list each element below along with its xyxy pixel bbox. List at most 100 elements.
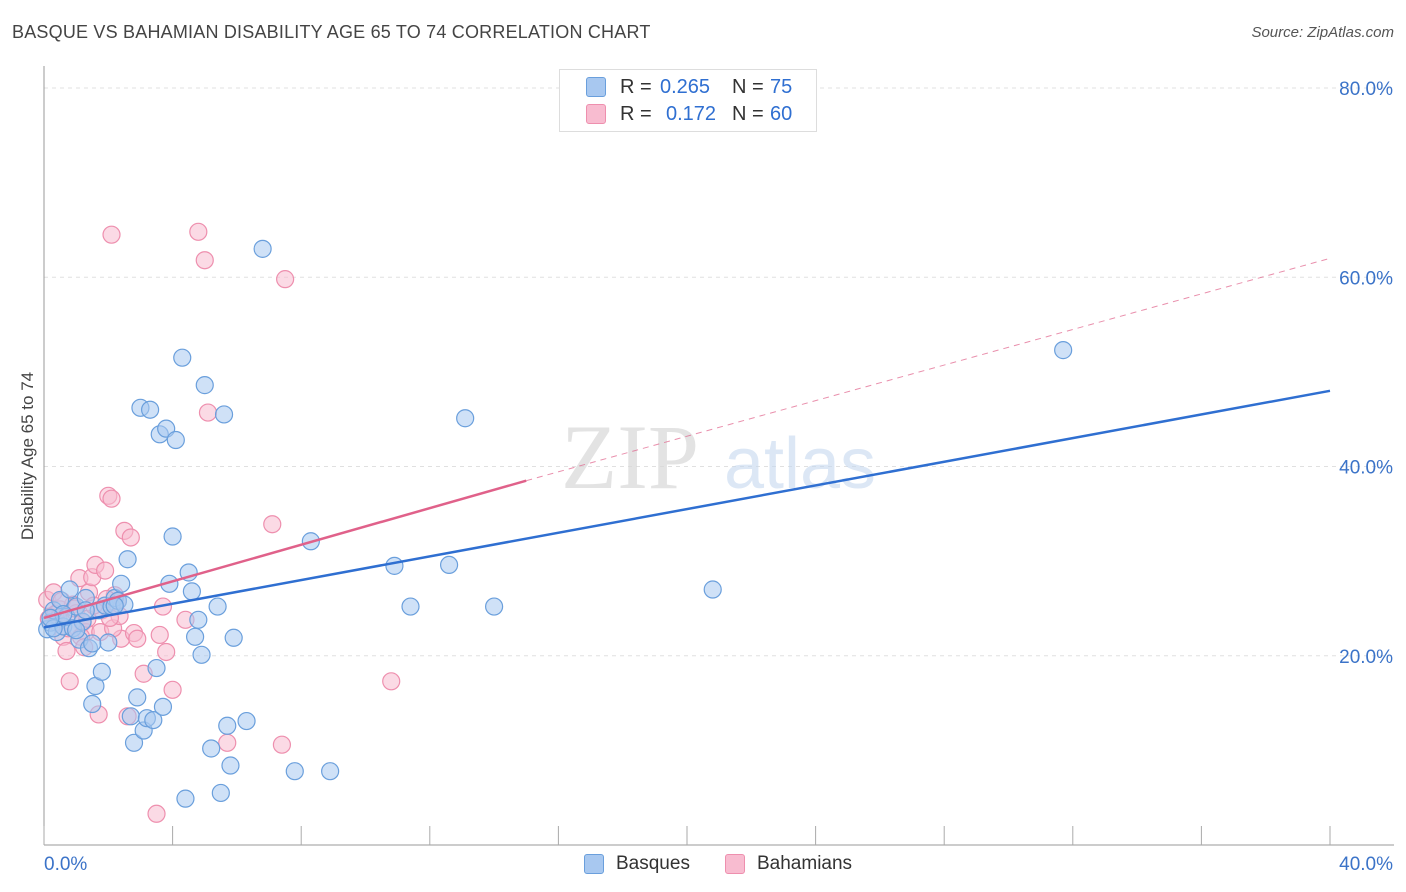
data-point	[124, 733, 144, 752]
data-point	[144, 710, 163, 730]
data-point	[703, 580, 722, 599]
legend-row-basques: R = 0.265 N = 75	[586, 74, 792, 100]
data-point	[202, 739, 221, 758]
data-point	[221, 756, 240, 775]
data-point	[102, 489, 121, 508]
r-label: R =	[620, 102, 652, 125]
data-point	[253, 239, 272, 258]
data-point	[83, 634, 102, 653]
axes	[43, 66, 1394, 846]
data-point	[485, 597, 504, 616]
data-point	[121, 528, 140, 547]
n-value: 60	[770, 102, 793, 125]
data-point	[237, 711, 256, 731]
watermark-atlas: atlas	[724, 424, 876, 504]
legend-item-bahamians: Bahamians	[725, 851, 852, 877]
r-value: 0.172	[666, 102, 717, 125]
data-point	[195, 376, 214, 395]
data-point	[211, 783, 230, 803]
data-point	[163, 680, 182, 699]
data-point	[147, 804, 166, 823]
data-point	[163, 527, 182, 546]
data-point	[401, 597, 420, 616]
data-point	[121, 707, 140, 726]
data-point	[214, 405, 234, 424]
data-point	[189, 610, 208, 629]
bahamians-trend-line	[43, 479, 527, 620]
n-value: 75	[770, 75, 793, 98]
legend-row-bahamians: R = 0.172 N = 60	[586, 101, 792, 127]
data-point	[99, 633, 118, 652]
bahamians-swatch	[586, 104, 606, 124]
trend-lines	[43, 257, 1331, 629]
data-point	[272, 735, 292, 754]
n-label: N =	[732, 75, 764, 98]
basques-swatch	[584, 854, 604, 874]
data-point	[157, 642, 176, 662]
data-point	[276, 270, 295, 289]
data-point	[285, 762, 304, 781]
legend-label-basques: Basques	[616, 853, 690, 874]
data-point	[153, 697, 173, 716]
data-point	[182, 582, 201, 601]
data-point	[83, 694, 102, 714]
data-point	[263, 515, 282, 534]
basques-swatch	[586, 77, 606, 97]
data-point	[224, 628, 243, 647]
bahamians-points	[38, 222, 401, 823]
data-point	[140, 400, 160, 419]
data-point	[382, 672, 401, 691]
data-point	[1054, 341, 1073, 360]
data-point	[118, 550, 137, 569]
data-point	[208, 597, 227, 616]
stats-legend: R = 0.265 N = 75 R = 0.172 N = 60	[559, 69, 817, 132]
y-tick-label: 60.0%	[1339, 268, 1393, 289]
data-point	[60, 672, 79, 691]
data-point	[112, 574, 131, 593]
data-point	[147, 658, 166, 678]
data-point	[173, 348, 192, 367]
data-point	[95, 561, 115, 580]
basques-trend-line	[43, 389, 1331, 629]
grid-lines	[44, 87, 1394, 657]
data-point	[218, 716, 237, 735]
data-point	[321, 762, 340, 781]
data-point	[60, 580, 79, 599]
data-point	[385, 556, 404, 575]
r-value: 0.265	[660, 75, 711, 98]
data-point	[150, 625, 169, 645]
data-point	[166, 430, 185, 450]
data-point	[192, 645, 211, 664]
source-label: Source: ZipAtlas.com	[1251, 24, 1394, 41]
data-point	[218, 733, 237, 752]
x-tick-label: 40.0%	[1339, 854, 1393, 875]
tick-labels: 20.0% 40.0% 60.0% 80.0% 0.0% 40.0%	[44, 79, 1393, 875]
bahamians-trend-extension	[526, 257, 1331, 482]
data-point	[67, 621, 86, 640]
data-point	[92, 662, 111, 681]
data-point	[439, 555, 459, 575]
watermark-zip: ZIP	[561, 406, 699, 508]
data-point	[186, 627, 205, 646]
data-point	[198, 403, 218, 422]
y-tick-label: 40.0%	[1339, 458, 1393, 479]
data-point	[102, 225, 121, 244]
chart-title: BASQUE VS BAHAMIAN DISABILITY AGE 65 TO …	[12, 22, 651, 42]
legend-label-bahamians: Bahamians	[757, 853, 853, 874]
data-point	[128, 688, 147, 707]
data-point	[176, 789, 195, 808]
basques-points	[38, 239, 1073, 808]
y-tick-label: 80.0%	[1339, 79, 1393, 100]
watermark: ZIP atlas	[561, 406, 876, 508]
data-point	[195, 251, 214, 270]
bahamians-swatch	[725, 854, 745, 874]
x-tick-label: 0.0%	[44, 854, 87, 875]
r-label: R =	[620, 75, 652, 98]
data-point	[128, 629, 147, 648]
data-point	[57, 641, 76, 661]
legend-item-basques: Basques	[584, 851, 690, 877]
y-tick-label: 20.0%	[1339, 647, 1393, 668]
data-point	[189, 222, 208, 241]
data-point	[456, 409, 475, 428]
